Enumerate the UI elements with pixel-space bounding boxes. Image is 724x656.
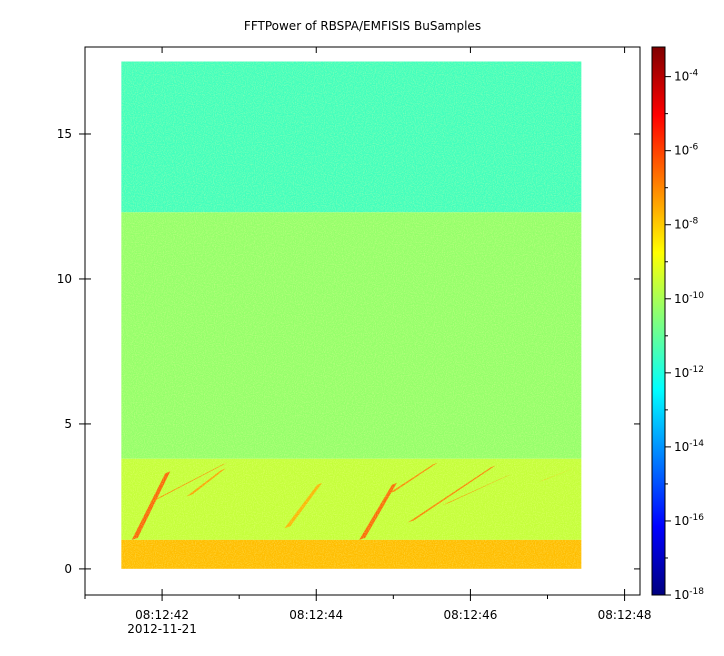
colorbar-tick-label-6: 10-6: [674, 143, 699, 158]
noise-texture: [121, 61, 582, 569]
y-tick-label-3: 15: [57, 127, 72, 141]
colorbar: [651, 46, 666, 596]
colorbar-tick-label-7: 10-4: [674, 69, 699, 84]
colorbar-tick-label-1: 10-16: [674, 513, 704, 528]
y-tick-label-0: 0: [64, 562, 72, 576]
x-tick-label-3: 08:12:48: [598, 608, 652, 622]
colorbar-tick-label-3: 10-12: [674, 365, 704, 380]
colorbar-tick-label-4: 10-10: [674, 291, 704, 306]
colorbar-tick-label-2: 10-14: [674, 439, 704, 454]
x-tick-label-2: 08:12:46: [443, 608, 497, 622]
y-tick-label-1: 5: [64, 417, 72, 431]
chart-title: FFTPower of RBSPA/EMFISIS BuSamples: [244, 19, 481, 33]
colorbar-axis: 10-18 10-16 10-14 10-12 10-10 10-8 10-6 10-4: [665, 69, 704, 602]
x-tick-sublabel: 2012-11-21: [127, 622, 197, 636]
y-tick-label-2: 10: [57, 272, 72, 286]
y-axis: 0 5 10 15: [57, 127, 640, 576]
x-tick-label-1: 08:12:44: [289, 608, 343, 622]
colorbar-tick-label-5: 10-8: [674, 217, 699, 232]
colorbar-tick-label-0: 10-18: [674, 587, 704, 602]
x-tick-label-0: 08:12:42: [135, 608, 189, 622]
